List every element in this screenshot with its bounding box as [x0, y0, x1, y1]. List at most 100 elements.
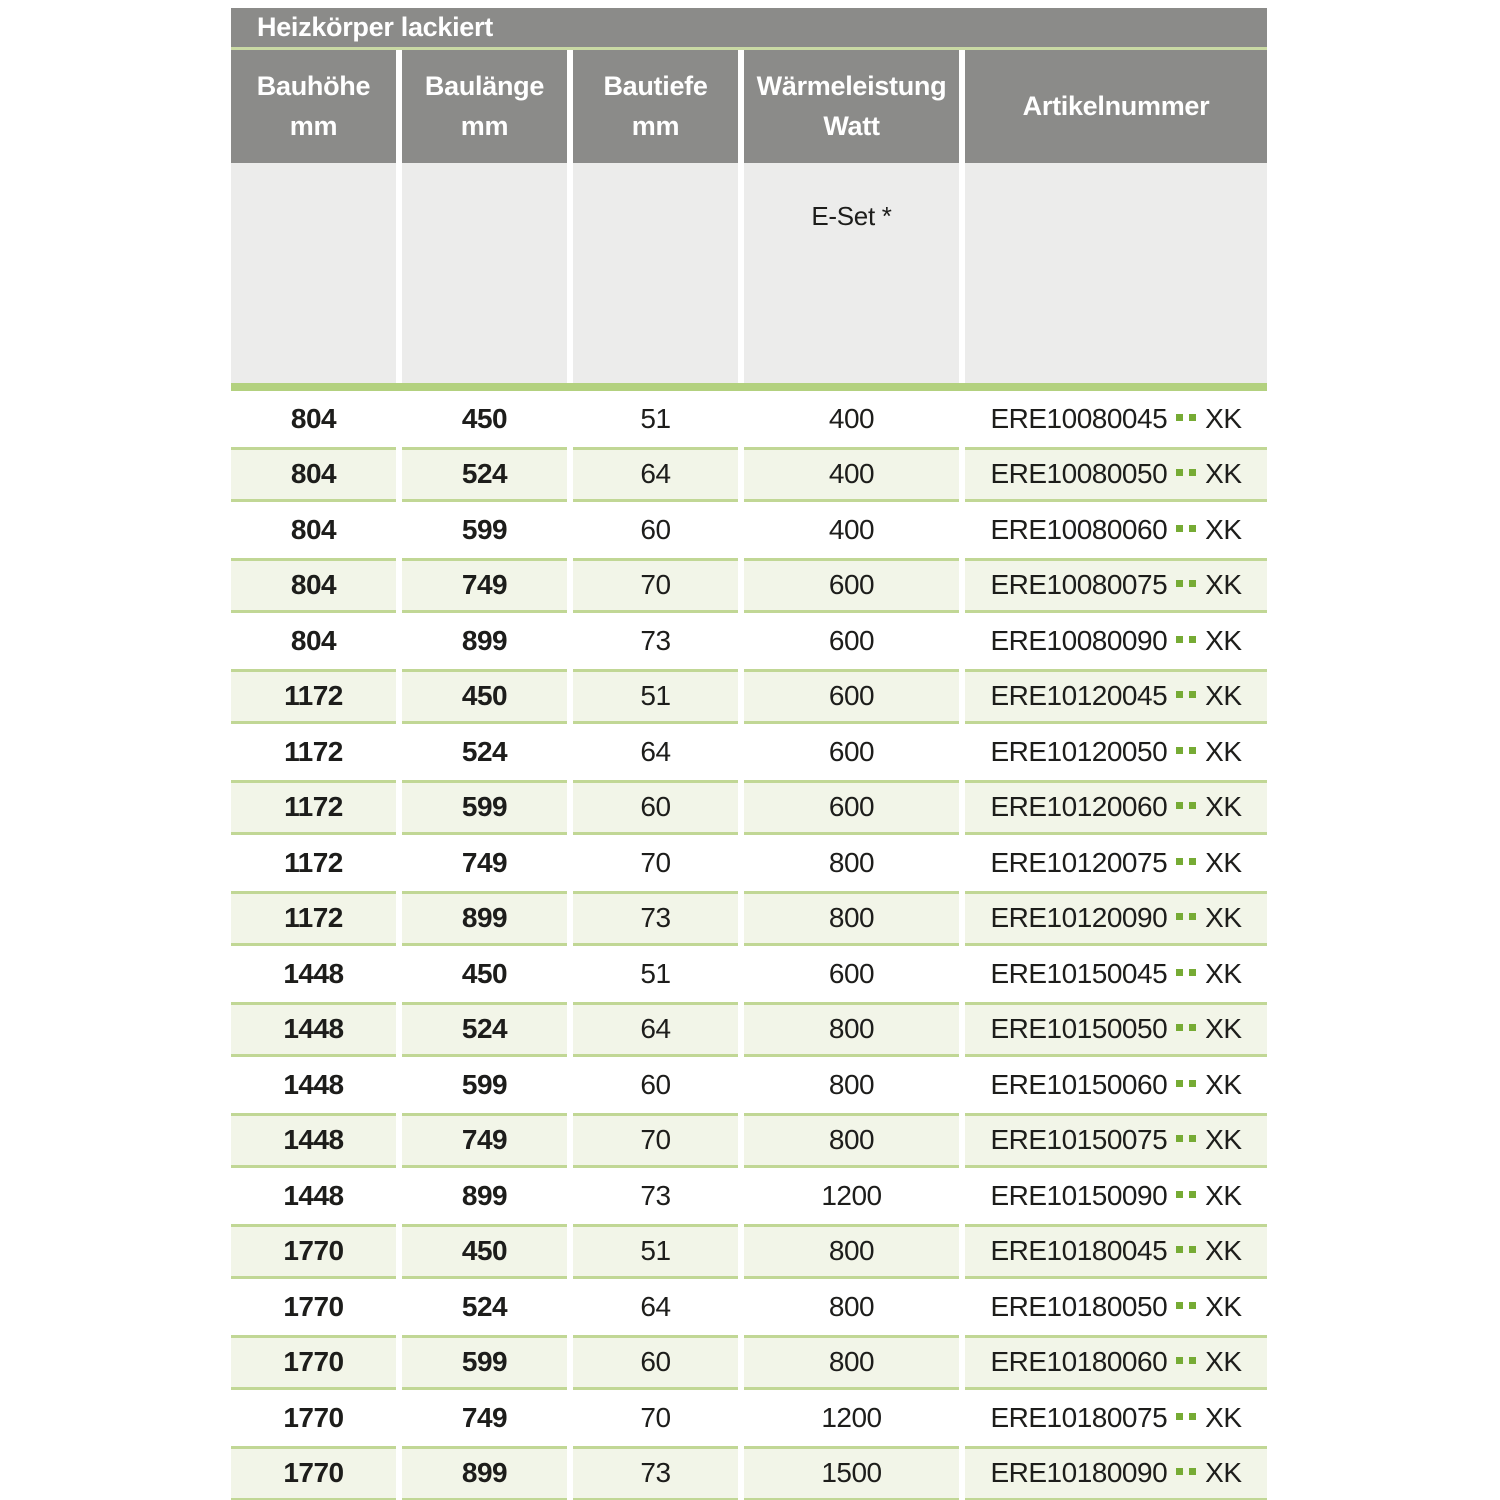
green-dot-icon [1189, 524, 1197, 532]
green-dot-icon [1176, 1468, 1184, 1476]
cell-baulaenge: 899 [402, 890, 567, 946]
table-row: 1448 899 73 1200 ERE10150090 XK [231, 1168, 1267, 1224]
cell-artikelnummer: ERE10180045 XK [965, 1223, 1267, 1279]
green-dot-icon [1189, 1246, 1197, 1254]
cell-waermeleistung: 1200 [744, 1390, 959, 1446]
artikelnummer-suffix: XK [1205, 791, 1242, 823]
table-row: 1448 450 51 600 ERE10150045 XK [231, 946, 1267, 1002]
green-dot-icon [1189, 1135, 1197, 1143]
table-row: 1770 599 60 800 ERE10180060 XK [231, 1334, 1267, 1390]
table-row: 1448 524 64 800 ERE10150050 XK [231, 1001, 1267, 1057]
cell-waermeleistung: 600 [744, 724, 959, 780]
artikelnummer-placeholder-dots [1173, 1024, 1199, 1034]
cell-bauhoehe: 804 [231, 557, 396, 613]
artikelnummer-prefix: ERE10150075 [990, 1124, 1168, 1156]
artikelnummer-prefix: ERE10080075 [990, 569, 1168, 601]
artikelnummer-prefix: ERE10150045 [990, 957, 1168, 989]
column-header-unit: mm [460, 110, 509, 141]
cell-artikelnummer: ERE10080050 XK [965, 446, 1267, 502]
column-header-4: Wärmeleistung Watt [744, 50, 959, 163]
cell-baulaenge: 899 [402, 1445, 567, 1500]
green-dot-icon [1189, 635, 1197, 643]
cell-artikelnummer: ERE10180090 XK [965, 1445, 1267, 1500]
artikelnummer-placeholder-dots [1173, 913, 1199, 923]
column-header-unit: mm [631, 110, 680, 141]
cell-baulaenge: 450 [402, 391, 567, 447]
cell-bauhoehe: 1448 [231, 946, 396, 1002]
green-dot-icon [1176, 802, 1184, 810]
cell-artikelnummer: ERE10150090 XK [965, 1168, 1267, 1224]
cell-waermeleistung: 800 [744, 1279, 959, 1335]
subheader-cell-eset: E-Set * [744, 163, 959, 383]
cell-baulaenge: 524 [402, 1279, 567, 1335]
cell-baulaenge: 899 [402, 1168, 567, 1224]
cell-bauhoehe: 1172 [231, 890, 396, 946]
cell-waermeleistung: 400 [744, 446, 959, 502]
green-dot-icon [1189, 580, 1197, 588]
cell-bautiefe: 73 [573, 1445, 738, 1500]
cell-baulaenge: 599 [402, 1057, 567, 1113]
cell-bauhoehe: 804 [231, 391, 396, 447]
cell-bautiefe: 60 [573, 1334, 738, 1390]
column-header-label: Baulänge [424, 71, 545, 102]
table-title: Heizkörper lackiert [257, 12, 493, 42]
cell-bauhoehe: 1172 [231, 668, 396, 724]
cell-bauhoehe: 1172 [231, 835, 396, 891]
cell-waermeleistung: 800 [744, 835, 959, 891]
artikelnummer-suffix: XK [1205, 1124, 1242, 1156]
artikelnummer-suffix: XK [1205, 1179, 1242, 1211]
artikelnummer-prefix: ERE10080060 [990, 513, 1168, 545]
table-row: 1172 749 70 800 ERE10120075 XK [231, 835, 1267, 891]
table-row: 804 749 70 600 ERE10080075 XK [231, 557, 1267, 613]
green-dot-icon [1189, 413, 1197, 421]
subheader-cell [573, 163, 738, 383]
green-dot-icon [1189, 857, 1197, 865]
artikelnummer-suffix: XK [1205, 458, 1242, 490]
cell-artikelnummer: ERE10080090 XK [965, 613, 1267, 669]
artikelnummer-prefix: ERE10180045 [990, 1235, 1168, 1267]
artikelnummer-placeholder-dots [1173, 1135, 1199, 1145]
cell-bautiefe: 70 [573, 1390, 738, 1446]
cell-bauhoehe: 1770 [231, 1279, 396, 1335]
green-dot-icon [1176, 524, 1184, 532]
artikelnummer-placeholder-dots [1173, 580, 1199, 590]
cell-baulaenge: 599 [402, 502, 567, 558]
column-header-label: Wärmeleistung [756, 71, 947, 102]
artikelnummer-suffix: XK [1205, 957, 1242, 989]
cell-baulaenge: 749 [402, 1112, 567, 1168]
cell-baulaenge: 749 [402, 835, 567, 891]
artikelnummer-prefix: ERE10120045 [990, 680, 1168, 712]
cell-baulaenge: 524 [402, 1001, 567, 1057]
artikelnummer-suffix: XK [1205, 846, 1242, 878]
green-dot-icon [1176, 1357, 1184, 1365]
table-row: 804 599 60 400 ERE10080060 XK [231, 502, 1267, 558]
table-row: 804 450 51 400 ERE10080045 XK [231, 391, 1267, 447]
green-dot-icon [1176, 968, 1184, 976]
artikelnummer-placeholder-dots [1173, 413, 1199, 424]
artikelnummer-prefix: ERE10120060 [990, 791, 1168, 823]
artikelnummer-placeholder-dots [1173, 746, 1199, 757]
artikelnummer-suffix: XK [1205, 680, 1242, 712]
cell-baulaenge: 450 [402, 946, 567, 1002]
eset-note: E-Set * [811, 201, 892, 231]
artikelnummer-prefix: ERE10180060 [990, 1346, 1168, 1378]
green-dot-icon [1189, 746, 1197, 754]
artikelnummer-prefix: ERE10120075 [990, 846, 1168, 878]
artikelnummer-suffix: XK [1205, 569, 1242, 601]
cell-artikelnummer: ERE10150045 XK [965, 946, 1267, 1002]
column-header-3: Bautiefe mm [573, 50, 738, 163]
cell-bautiefe: 60 [573, 502, 738, 558]
green-dot-icon [1176, 1079, 1184, 1087]
cell-bauhoehe: 1448 [231, 1112, 396, 1168]
artikelnummer-prefix: ERE10180075 [990, 1401, 1168, 1433]
artikelnummer-prefix: ERE10080045 [990, 402, 1168, 434]
table-row: 1448 599 60 800 ERE10150060 XK [231, 1057, 1267, 1113]
cell-bautiefe: 73 [573, 890, 738, 946]
green-dot-icon [1176, 635, 1184, 643]
cell-bautiefe: 70 [573, 1112, 738, 1168]
cell-baulaenge: 899 [402, 613, 567, 669]
header-separator-bar [231, 383, 1267, 391]
cell-bautiefe: 51 [573, 668, 738, 724]
cell-artikelnummer: ERE10150075 XK [965, 1112, 1267, 1168]
table-row: 1172 599 60 600 ERE10120060 XK [231, 779, 1267, 835]
